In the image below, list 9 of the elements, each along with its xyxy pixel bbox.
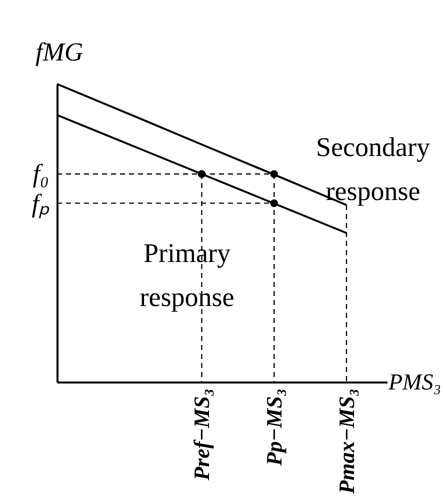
x-axis-title: PMS₃ — [388, 370, 442, 394]
annotation: Primary response — [140, 238, 234, 312]
annotation: Secondary response — [316, 132, 430, 206]
text: f₀ — [32, 159, 49, 188]
x-tick-label: Pmax−MS₃ — [334, 388, 359, 495]
x-tick-label: Pref−MS₃ — [189, 388, 214, 482]
y-axis-title: fMG — [36, 38, 84, 66]
text: fₚ — [32, 189, 50, 219]
x-tick-label: Pp−MS₃ — [262, 388, 287, 467]
